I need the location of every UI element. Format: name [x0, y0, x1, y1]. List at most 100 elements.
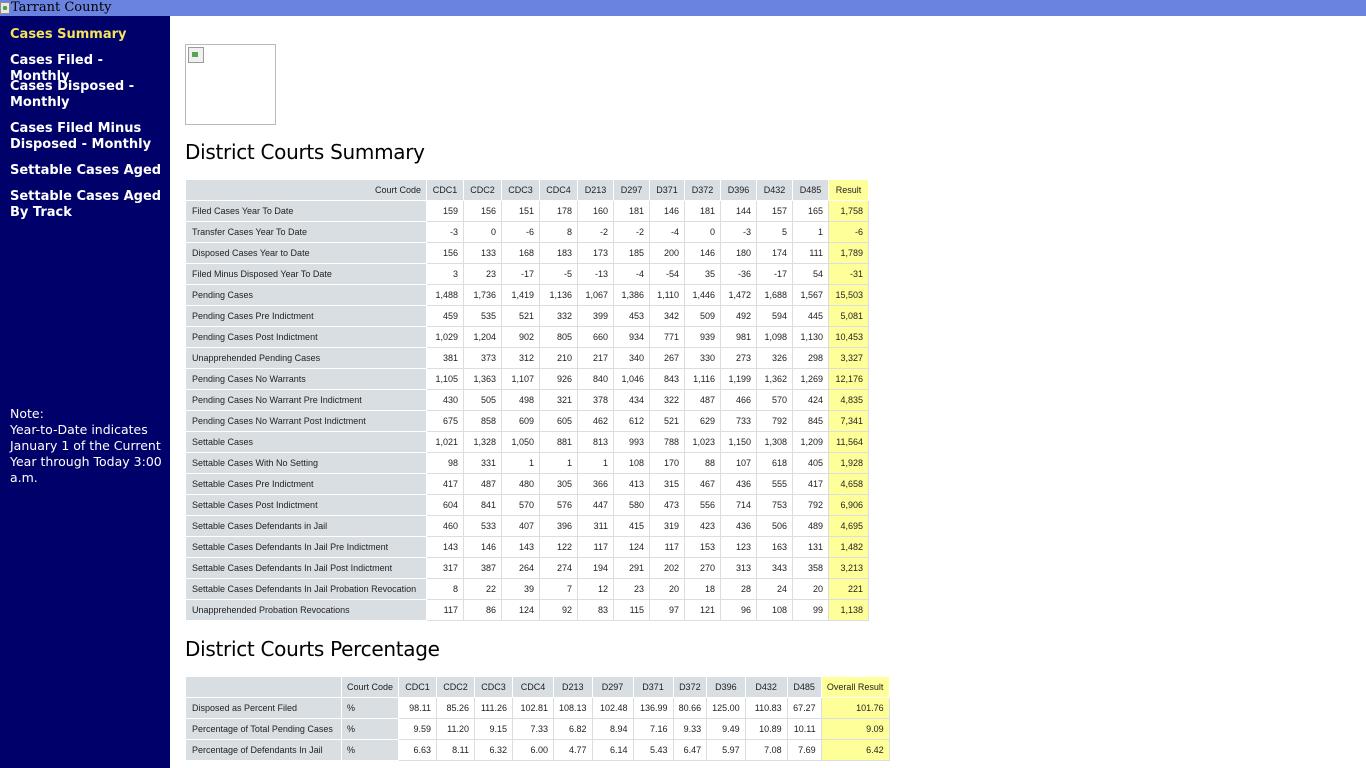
result-cell: 15,503 — [828, 284, 869, 306]
value-cell: -17 — [501, 263, 540, 285]
value-cell: 39 — [501, 578, 540, 600]
result-cell: 4,695 — [828, 515, 869, 537]
value-cell: 430 — [426, 389, 464, 411]
value-cell: 1 — [501, 452, 540, 474]
value-cell: 462 — [577, 410, 614, 432]
value-cell: 8.94 — [591, 718, 634, 740]
value-cell: 264 — [501, 557, 540, 579]
value-cell: 939 — [684, 326, 721, 348]
tarrant-county-logo[interactable]: Tarrant County — [0, 0, 111, 16]
value-cell: 1,110 — [649, 284, 685, 306]
value-cell: 675 — [426, 410, 464, 432]
value-cell: 210 — [539, 347, 578, 369]
value-cell: 843 — [649, 368, 685, 390]
row-label: Settable Cases Defendants In Jail Probat… — [185, 578, 427, 600]
value-cell: 163 — [756, 536, 793, 558]
value-cell: 424 — [792, 389, 829, 411]
value-cell: 570 — [756, 389, 793, 411]
value-cell: 9.15 — [474, 718, 514, 740]
value-cell: 170 — [649, 452, 685, 474]
value-cell: 178 — [539, 200, 578, 222]
row-label: Pending Cases No Warrant Post Indictment — [185, 410, 427, 432]
value-cell: 805 — [539, 326, 578, 348]
value-cell: 487 — [463, 473, 502, 495]
row-label: Percentage of Total Pending Cases — [185, 718, 342, 740]
value-cell: 8.11 — [436, 739, 476, 761]
value-cell: 24 — [756, 578, 793, 600]
value-cell: 202 — [649, 557, 685, 579]
result-cell: 11,564 — [828, 431, 869, 453]
column-header-cdc2: CDC2 — [463, 179, 502, 201]
value-cell: 396 — [539, 515, 578, 537]
table-row: Settable Cases With No Setting 98 331 1 1 1 10… — [185, 452, 869, 474]
column-header-d371: D371 — [649, 179, 685, 201]
sidebar-item-cases-filed-monthly[interactable]: Cases Filed - Monthly — [10, 53, 103, 84]
value-cell: 618 — [756, 452, 793, 474]
table-row: Filed Cases Year To Date 159 156 151 178 160 1… — [185, 200, 869, 222]
column-header-cdc3: CDC3 — [501, 179, 540, 201]
value-cell: 1,199 — [720, 368, 757, 390]
value-cell: 98 — [426, 452, 464, 474]
value-cell: 473 — [649, 494, 685, 516]
value-cell: 505 — [463, 389, 502, 411]
value-cell: 533 — [463, 515, 502, 537]
value-cell: 902 — [501, 326, 540, 348]
value-cell: 792 — [756, 410, 793, 432]
result-cell: 1,928 — [828, 452, 869, 474]
top-banner: Tarrant County — [0, 0, 1366, 16]
value-cell: 509 — [684, 305, 721, 327]
value-cell: -5 — [539, 263, 578, 285]
value-cell: 174 — [756, 242, 793, 264]
value-cell: 11.20 — [436, 718, 476, 740]
value-cell: 1,150 — [720, 431, 757, 453]
court-code-header: Court Code — [340, 676, 400, 698]
value-cell: 6.47 — [672, 739, 708, 761]
result-cell: 1,758 — [828, 200, 869, 222]
column-header-d432: D432 — [744, 676, 788, 698]
value-cell: 67.27 — [786, 697, 822, 719]
sidebar-item-cases-summary[interactable]: Cases Summary — [10, 27, 127, 42]
row-label: Pending Cases No Warrant Pre Indictment — [185, 389, 427, 411]
value-cell: 1,736 — [463, 284, 502, 306]
column-header-d396: D396 — [720, 179, 757, 201]
value-cell: 1,046 — [613, 368, 650, 390]
sidebar-item-settable-cases-aged[interactable]: Settable Cases Aged — [10, 163, 162, 178]
value-cell: 343 — [756, 557, 793, 579]
value-cell: 733 — [720, 410, 757, 432]
value-cell: -3 — [426, 221, 464, 243]
value-cell: 83 — [577, 599, 614, 621]
value-cell: 487 — [684, 389, 721, 411]
value-cell: 1 — [539, 452, 578, 474]
value-cell: -4 — [613, 263, 650, 285]
value-cell: 1,023 — [684, 431, 721, 453]
column-header-cdc1: CDC1 — [398, 676, 438, 698]
value-cell: 123 — [720, 536, 757, 558]
value-cell: 466 — [720, 389, 757, 411]
table-row: Percentage of Total Pending Cases% 9.59 11… — [185, 718, 890, 740]
result-cell: 3,327 — [828, 347, 869, 369]
value-cell: 80.66 — [672, 697, 708, 719]
column-header-cdc2: CDC2 — [436, 676, 476, 698]
value-cell: 0 — [684, 221, 721, 243]
row-label: Disposed Cases Year to Date — [185, 242, 427, 264]
value-cell: 6.82 — [553, 718, 593, 740]
value-cell: 378 — [577, 389, 614, 411]
result-cell: 6,906 — [828, 494, 869, 516]
sidebar-item-filed-minus-disposed-monthly[interactable]: Cases Filed Minus Disposed - Monthly — [10, 121, 152, 152]
value-cell: 111 — [792, 242, 829, 264]
ytd-note: Note: Year-to-Date indicates January 1 o… — [10, 406, 162, 485]
value-cell: 609 — [501, 410, 540, 432]
value-cell: 521 — [501, 305, 540, 327]
value-cell: 88 — [684, 452, 721, 474]
value-cell: 194 — [577, 557, 614, 579]
value-cell: 86 — [463, 599, 502, 621]
row-label: Filed Minus Disposed Year To Date — [185, 263, 427, 285]
unit-cell: % — [340, 697, 400, 719]
sidebar-item-settable-cases-aged-by-track[interactable]: Settable Cases Aged By Track — [10, 189, 162, 220]
value-cell: -36 — [720, 263, 757, 285]
sidebar-item-cases-disposed-monthly[interactable]: Cases Disposed - Monthly — [10, 79, 135, 110]
value-cell: 157 — [756, 200, 793, 222]
value-cell: 5 — [756, 221, 793, 243]
value-cell: 498 — [501, 389, 540, 411]
row-label: Pending Cases No Warrants — [185, 368, 427, 390]
